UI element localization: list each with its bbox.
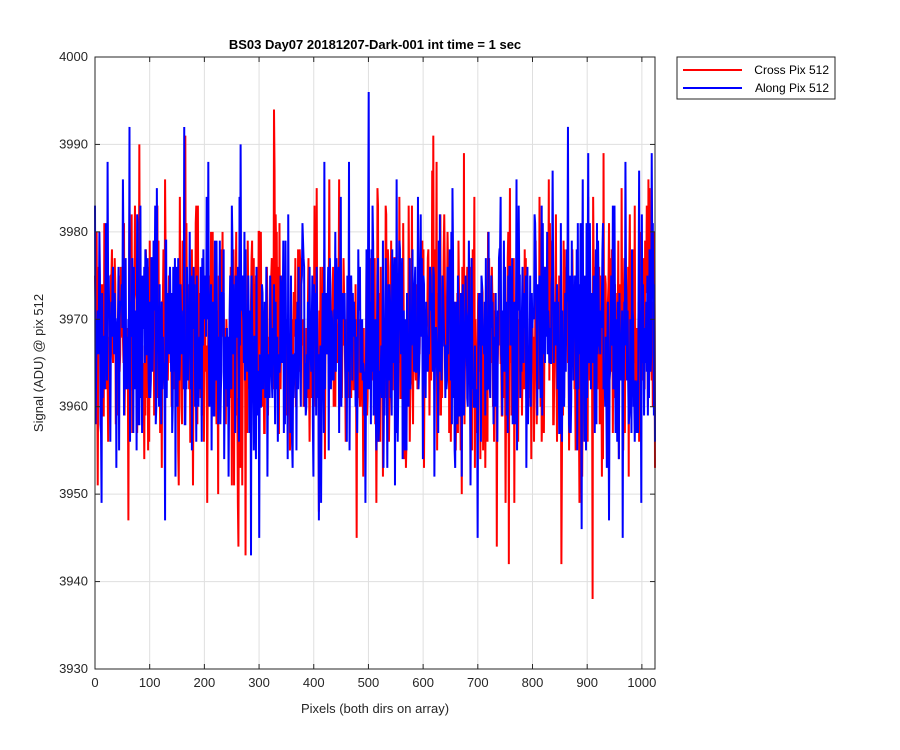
x-tick-label: 200 — [194, 675, 216, 690]
y-tick-label: 3990 — [59, 136, 88, 151]
x-tick-label: 600 — [412, 675, 434, 690]
y-tick-label: 3940 — [59, 574, 88, 589]
x-tick-label: 500 — [358, 675, 380, 690]
legend-label-cross: Cross Pix 512 — [754, 63, 829, 77]
y-tick-label: 3960 — [59, 399, 88, 414]
y-tick-label: 3930 — [59, 661, 88, 676]
ticks: 0 100 200 300 400 500 600 700 800 900 1000 3930 3940… — [59, 49, 656, 690]
x-tick-label: 100 — [139, 675, 161, 690]
series-layer — [94, 91, 656, 600]
y-tick-label: 4000 — [59, 49, 88, 64]
legend-label-along: Along Pix 512 — [755, 81, 829, 95]
plot-frame — [94, 56, 656, 670]
y-tick-label: 3950 — [59, 486, 88, 501]
x-axis-label: Pixels (both dirs on array) — [301, 701, 449, 716]
legend-box — [676, 56, 836, 100]
chart-title: BS03 Day07 20181207-Dark-001 int time = … — [229, 37, 521, 52]
x-tick-label: 900 — [576, 675, 598, 690]
x-tick-label: 700 — [467, 675, 489, 690]
x-tick-label: 800 — [522, 675, 544, 690]
y-axis-label: Signal (ADU) @ pix 512 — [31, 294, 46, 432]
x-tick-label: 400 — [303, 675, 325, 690]
series-line-along — [94, 91, 656, 556]
x-tick-label: 1000 — [627, 675, 656, 690]
x-tick-label: 0 — [91, 675, 98, 690]
y-tick-label: 3970 — [59, 311, 88, 326]
x-tick-label: 300 — [248, 675, 270, 690]
y-tick-label: 3980 — [59, 224, 88, 239]
legend: Cross Pix 512 Along Pix 512 — [676, 56, 836, 100]
